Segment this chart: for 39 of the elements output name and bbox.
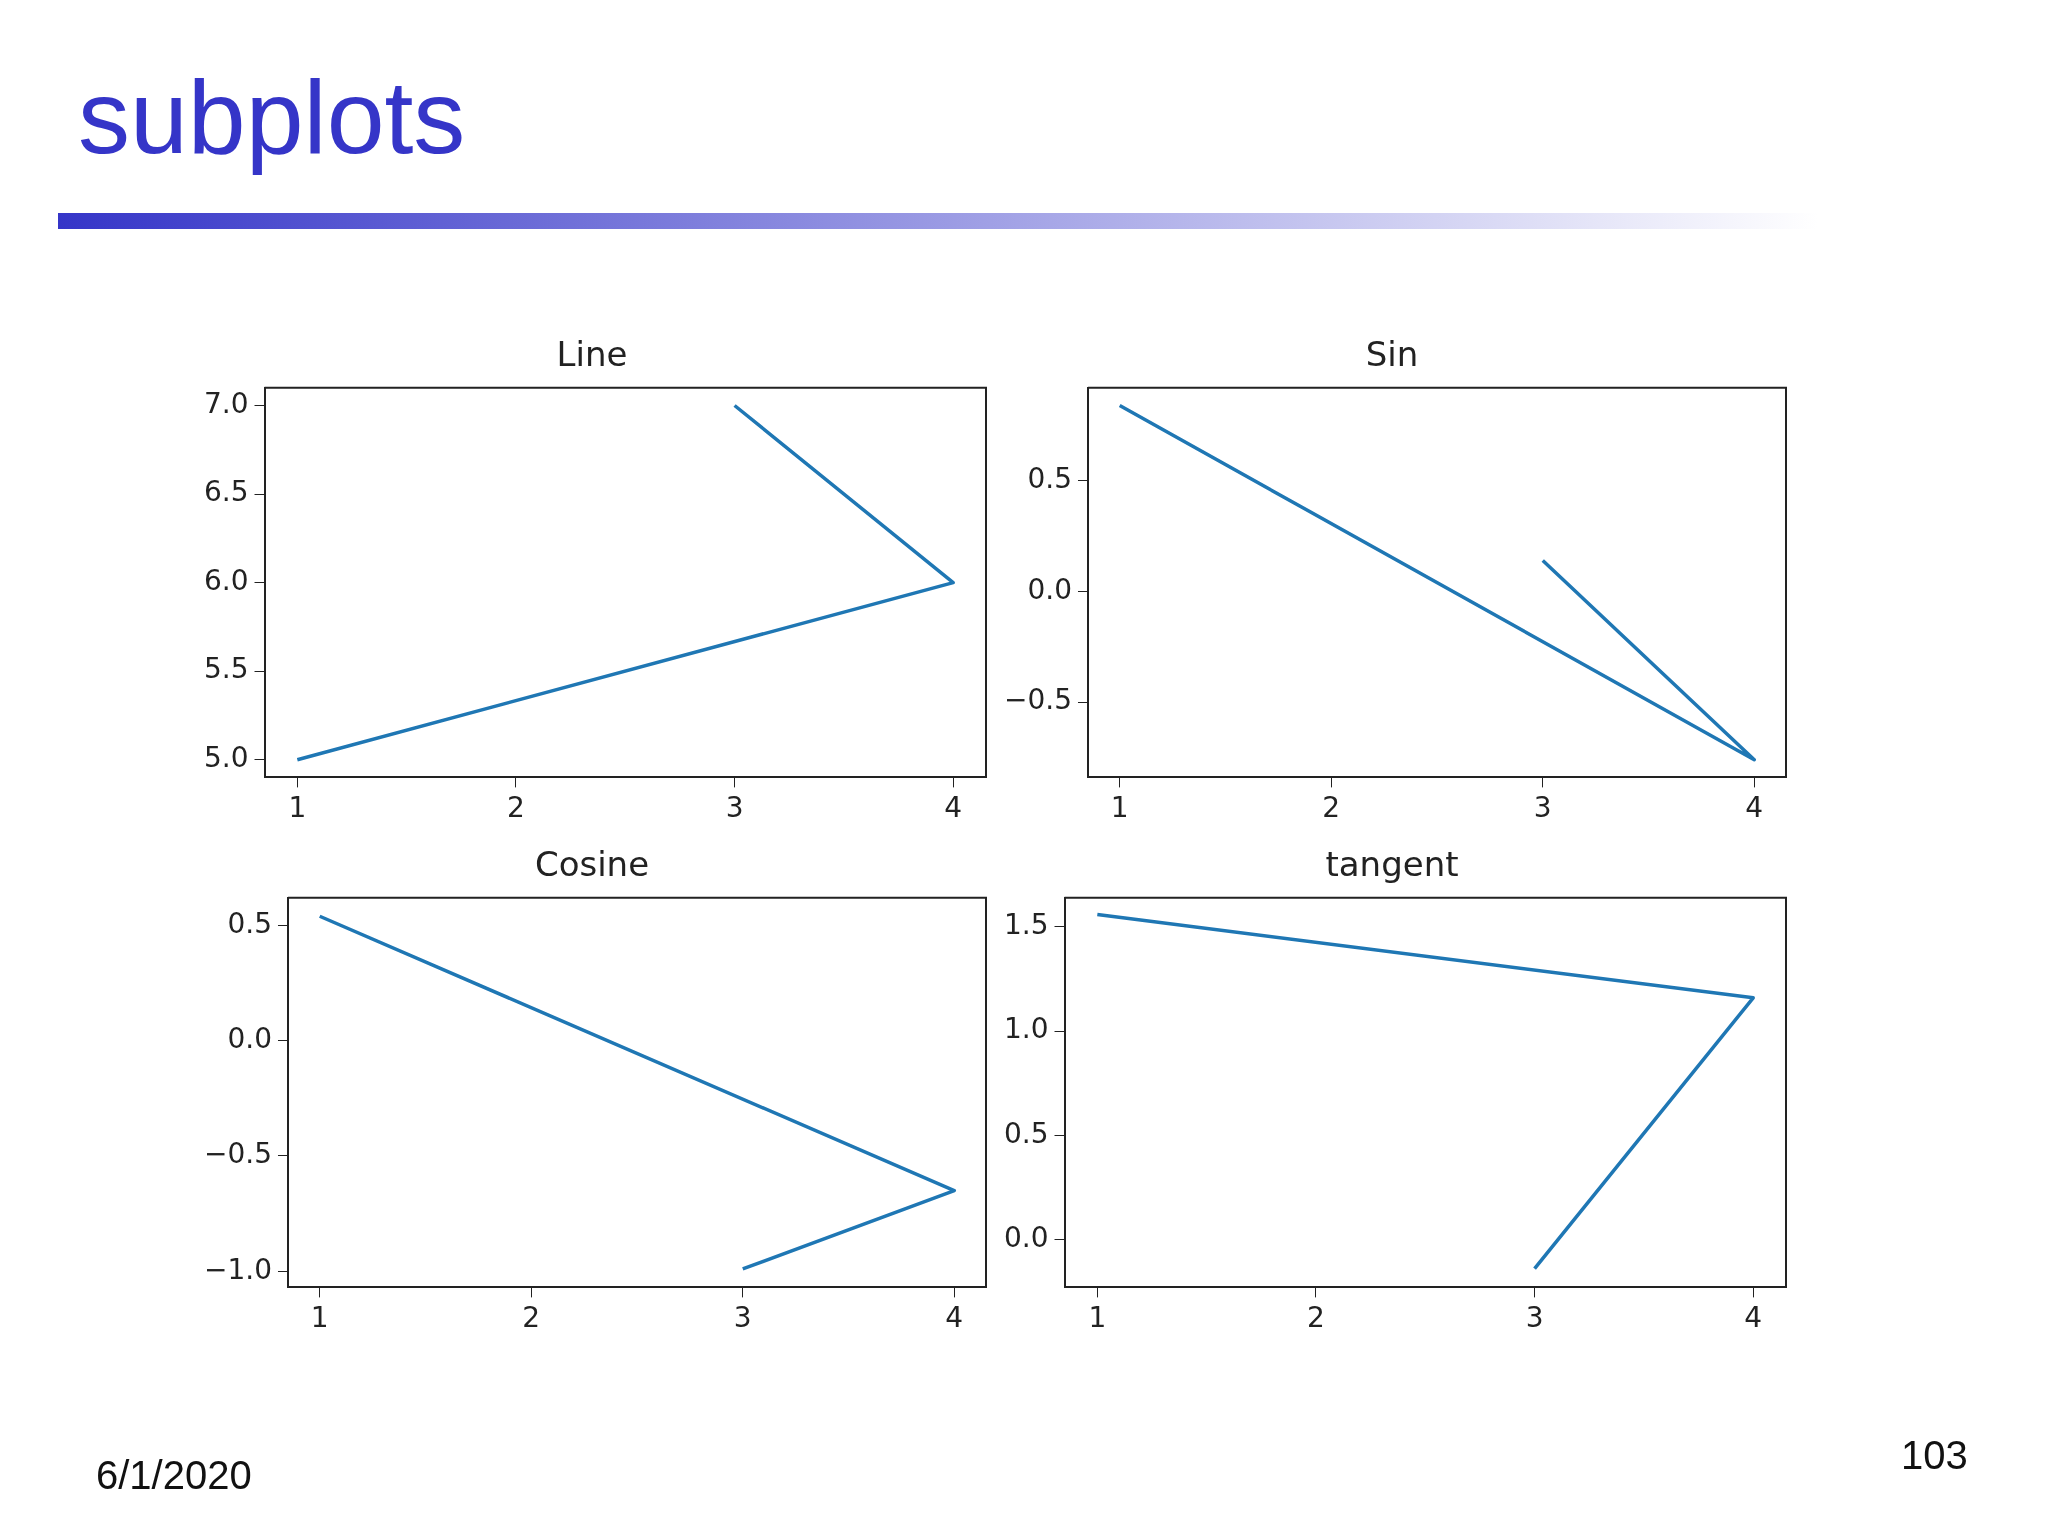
chart-title: Sin	[1365, 334, 1419, 375]
y-tick-label: 5.0	[204, 740, 249, 774]
y-tick-label: 0.5	[227, 906, 272, 940]
text: 103	[1901, 1433, 1968, 1478]
x-tick-label: 1	[288, 791, 307, 825]
y-tick-label: 0.5	[1027, 462, 1072, 496]
y-tick-label: 7.0	[204, 386, 249, 420]
y-tick-label: 6.5	[204, 475, 249, 509]
x-tick-label: 4	[945, 1301, 964, 1335]
chart-title: tangent	[1325, 844, 1459, 885]
y-tick-label: 1.5	[1004, 908, 1049, 942]
x-tick-label: 4	[1744, 1301, 1763, 1335]
x-tick-label: 3	[725, 791, 744, 825]
y-tick-label: 6.0	[204, 563, 249, 597]
x-tick-label: 1	[310, 1301, 329, 1335]
x-tick-label: 2	[522, 1301, 541, 1335]
y-tick-label: 1.0	[1004, 1012, 1049, 1046]
y-tick-label: −1.0	[203, 1252, 272, 1286]
x-tick-label: 2	[1322, 791, 1341, 825]
chart-title: Cosine	[534, 844, 650, 885]
chart-title: Line	[556, 334, 628, 375]
x-tick-label: 1	[1088, 1301, 1107, 1335]
y-tick-label: −0.5	[1003, 683, 1072, 717]
text: 6/1/2020	[96, 1453, 252, 1498]
x-tick-label: 3	[1525, 1301, 1544, 1335]
x-tick-label: 4	[944, 791, 963, 825]
y-tick-label: 0.5	[1004, 1116, 1049, 1150]
x-tick-label: 4	[1745, 791, 1764, 825]
text: subplots	[78, 58, 466, 177]
y-tick-label: −0.5	[203, 1137, 272, 1171]
y-tick-label: 0.0	[227, 1022, 272, 1056]
y-tick-label: 0.0	[1004, 1220, 1049, 1254]
x-tick-label: 3	[1533, 791, 1552, 825]
x-tick-label: 2	[1307, 1301, 1325, 1335]
x-tick-label: 1	[1110, 791, 1129, 825]
y-tick-label: 0.0	[1027, 572, 1072, 606]
x-tick-label: 3	[733, 1301, 752, 1335]
x-tick-label: 2	[507, 791, 525, 825]
y-tick-label: 5.5	[204, 652, 249, 686]
